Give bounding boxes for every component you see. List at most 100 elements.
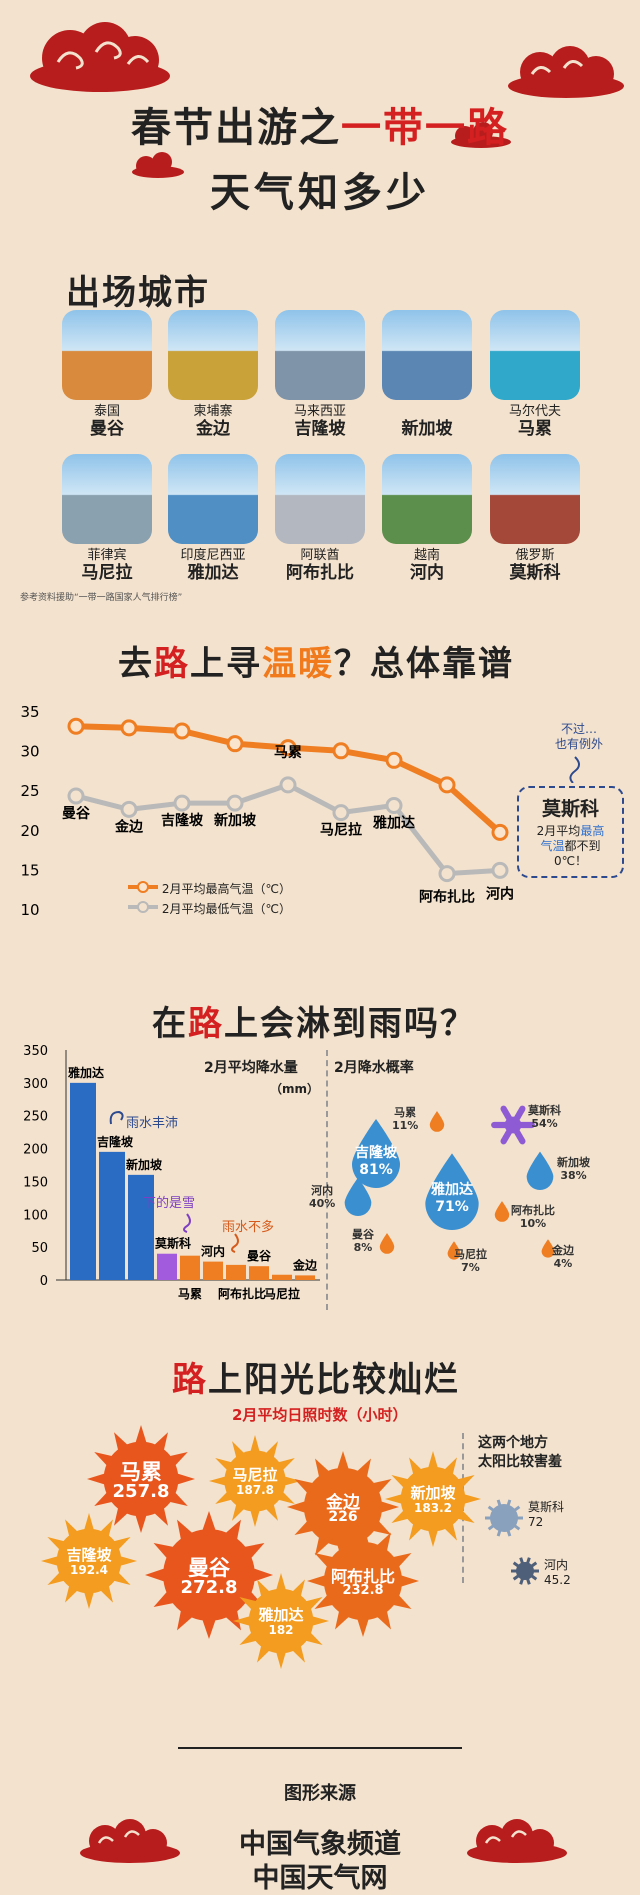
cloud-decoration-mid-left bbox=[132, 152, 184, 178]
city-country: 马尔代夫 bbox=[508, 404, 561, 419]
rain-rich-note: 雨水丰沛 bbox=[126, 1116, 179, 1131]
bar-label: 河内 bbox=[200, 1244, 225, 1259]
city-card: 印度尼西亚 雅加达 bbox=[167, 454, 259, 583]
data-point bbox=[332, 804, 350, 822]
sun-hours: 192.4 bbox=[70, 1563, 108, 1577]
y-tick-label: 20 bbox=[20, 822, 39, 840]
city-card: 俄罗斯 莫斯科 bbox=[489, 454, 581, 583]
weak-sun-label: 莫斯科 72 bbox=[528, 1500, 564, 1530]
y-tick-label: 200 bbox=[23, 1143, 48, 1158]
rain-probability-value: 40% bbox=[309, 1197, 336, 1210]
sun-city: 吉隆坡 bbox=[66, 1546, 112, 1564]
temp-title-e: ？总体靠谱 bbox=[334, 644, 514, 684]
rain-probability-label: 金边 4% bbox=[552, 1244, 574, 1270]
rain-snow-note: 下的是雪 bbox=[143, 1196, 196, 1211]
rain-probability-city: 阿布扎比 bbox=[511, 1204, 555, 1217]
bar-label: 雅加达 bbox=[67, 1065, 104, 1080]
footer-source-label: 图形来源 bbox=[284, 1783, 356, 1804]
bar bbox=[295, 1275, 315, 1280]
data-point bbox=[173, 722, 191, 740]
city-photo bbox=[275, 310, 365, 400]
rain-probability-label: 曼谷 8% bbox=[352, 1228, 374, 1254]
legend-low-swatch bbox=[128, 901, 158, 913]
sun-hours: 232.8 bbox=[342, 1583, 384, 1598]
title-part-1: 春节出游之 bbox=[131, 105, 341, 151]
sun-city: 金边 bbox=[326, 1493, 360, 1513]
rain-probability-city: 马累 bbox=[394, 1106, 417, 1119]
city-card: 越南 河内 bbox=[381, 454, 473, 583]
city-name: 莫斯科 bbox=[509, 563, 561, 583]
weak-sun-city: 河内 bbox=[544, 1558, 569, 1572]
rain-probability-city: 金边 bbox=[552, 1244, 574, 1257]
cloud-decoration-mid-right bbox=[451, 122, 511, 148]
rain-bar-title: 2月平均降水量 bbox=[204, 1060, 298, 1076]
page-title: 春节出游之一带一路 bbox=[0, 95, 640, 153]
sun-city: 曼谷 bbox=[188, 1556, 230, 1580]
rain-little-note: 雨水不多 bbox=[222, 1220, 275, 1235]
rain-probability-value: 11% bbox=[392, 1119, 419, 1132]
sun-hours: 187.8 bbox=[236, 1483, 274, 1497]
data-point bbox=[491, 861, 509, 879]
city-photo bbox=[168, 454, 258, 544]
sun-city: 阿布扎比 bbox=[330, 1567, 395, 1586]
data-point bbox=[67, 787, 85, 805]
rain-probability-value: 8% bbox=[353, 1241, 373, 1254]
page-subtitle: 天气知多少 bbox=[210, 170, 430, 216]
data-point bbox=[438, 776, 456, 794]
city-country: 印度尼西亚 bbox=[180, 548, 246, 563]
rain-probability-label: 河内 40% bbox=[309, 1184, 335, 1210]
city-card: 泰国 曼谷 bbox=[61, 310, 153, 439]
rain-probability-city: 曼谷 bbox=[352, 1228, 374, 1241]
moscow-box-title: 莫斯科 bbox=[541, 798, 599, 820]
raindrop-icon bbox=[494, 1201, 510, 1222]
category-label: 新加坡 bbox=[214, 812, 257, 829]
bar-label: 曼谷 bbox=[247, 1248, 272, 1263]
cloud-decoration-top-right bbox=[508, 46, 624, 98]
rain-snow-swirl-icon bbox=[183, 1213, 191, 1233]
y-tick-label: 300 bbox=[23, 1077, 48, 1092]
weak-sun-icon bbox=[511, 1557, 539, 1585]
bar bbox=[70, 1082, 96, 1280]
category-label: 马尼拉 bbox=[320, 822, 362, 839]
sun-hours: 257.8 bbox=[112, 1481, 170, 1502]
rain-probability-value: 81% bbox=[359, 1161, 393, 1178]
cities-section-title: 出场城市 bbox=[66, 273, 210, 313]
bar-label: 马累 bbox=[178, 1287, 202, 1301]
category-label: 马累 bbox=[274, 745, 302, 761]
bar-label: 莫斯科 bbox=[155, 1236, 191, 1251]
city-photo bbox=[62, 310, 152, 400]
title-part-2: 一带一路 bbox=[341, 105, 509, 151]
city-photo bbox=[168, 310, 258, 400]
y-tick-label: 50 bbox=[31, 1241, 48, 1256]
y-tick-label: 250 bbox=[23, 1110, 48, 1125]
bar bbox=[226, 1264, 246, 1280]
rain-probability-city: 马尼拉 bbox=[454, 1248, 487, 1261]
y-tick-label: 25 bbox=[20, 782, 39, 800]
category-label: 曼谷 bbox=[62, 806, 91, 822]
moscow-text-hl2: 气温 bbox=[540, 839, 565, 853]
sun-icon: 吉隆坡 192.4 bbox=[40, 1512, 138, 1610]
sun-shape bbox=[233, 1573, 329, 1669]
sun-icon: 马尼拉 187.8 bbox=[208, 1434, 302, 1528]
data-point bbox=[226, 735, 244, 753]
bar bbox=[128, 1174, 154, 1280]
rain-probability-value: 38% bbox=[560, 1169, 587, 1182]
rain-probability-city: 莫斯科 bbox=[528, 1104, 561, 1117]
y-tick-label: 10 bbox=[20, 901, 39, 919]
rain-title-c: 上会淋到雨吗？ bbox=[224, 1004, 476, 1044]
city-country: 越南 bbox=[413, 548, 440, 563]
sun-city: 马尼拉 bbox=[232, 1466, 278, 1484]
city-card: 新加坡 bbox=[381, 310, 473, 439]
city-name: 曼谷 bbox=[90, 419, 124, 439]
data-point bbox=[279, 739, 297, 757]
sun-city: 雅加达 bbox=[258, 1606, 304, 1624]
temp-title-d: 温暖 bbox=[262, 644, 334, 684]
sun-shape bbox=[145, 1511, 273, 1639]
raindrop-icon bbox=[352, 1119, 400, 1188]
snowflake-icon bbox=[491, 1105, 535, 1145]
sun-side-note-1: 这两个地方 bbox=[478, 1435, 548, 1451]
curl-arrow-icon bbox=[569, 756, 580, 783]
data-point bbox=[438, 865, 456, 883]
data-point bbox=[385, 796, 403, 814]
